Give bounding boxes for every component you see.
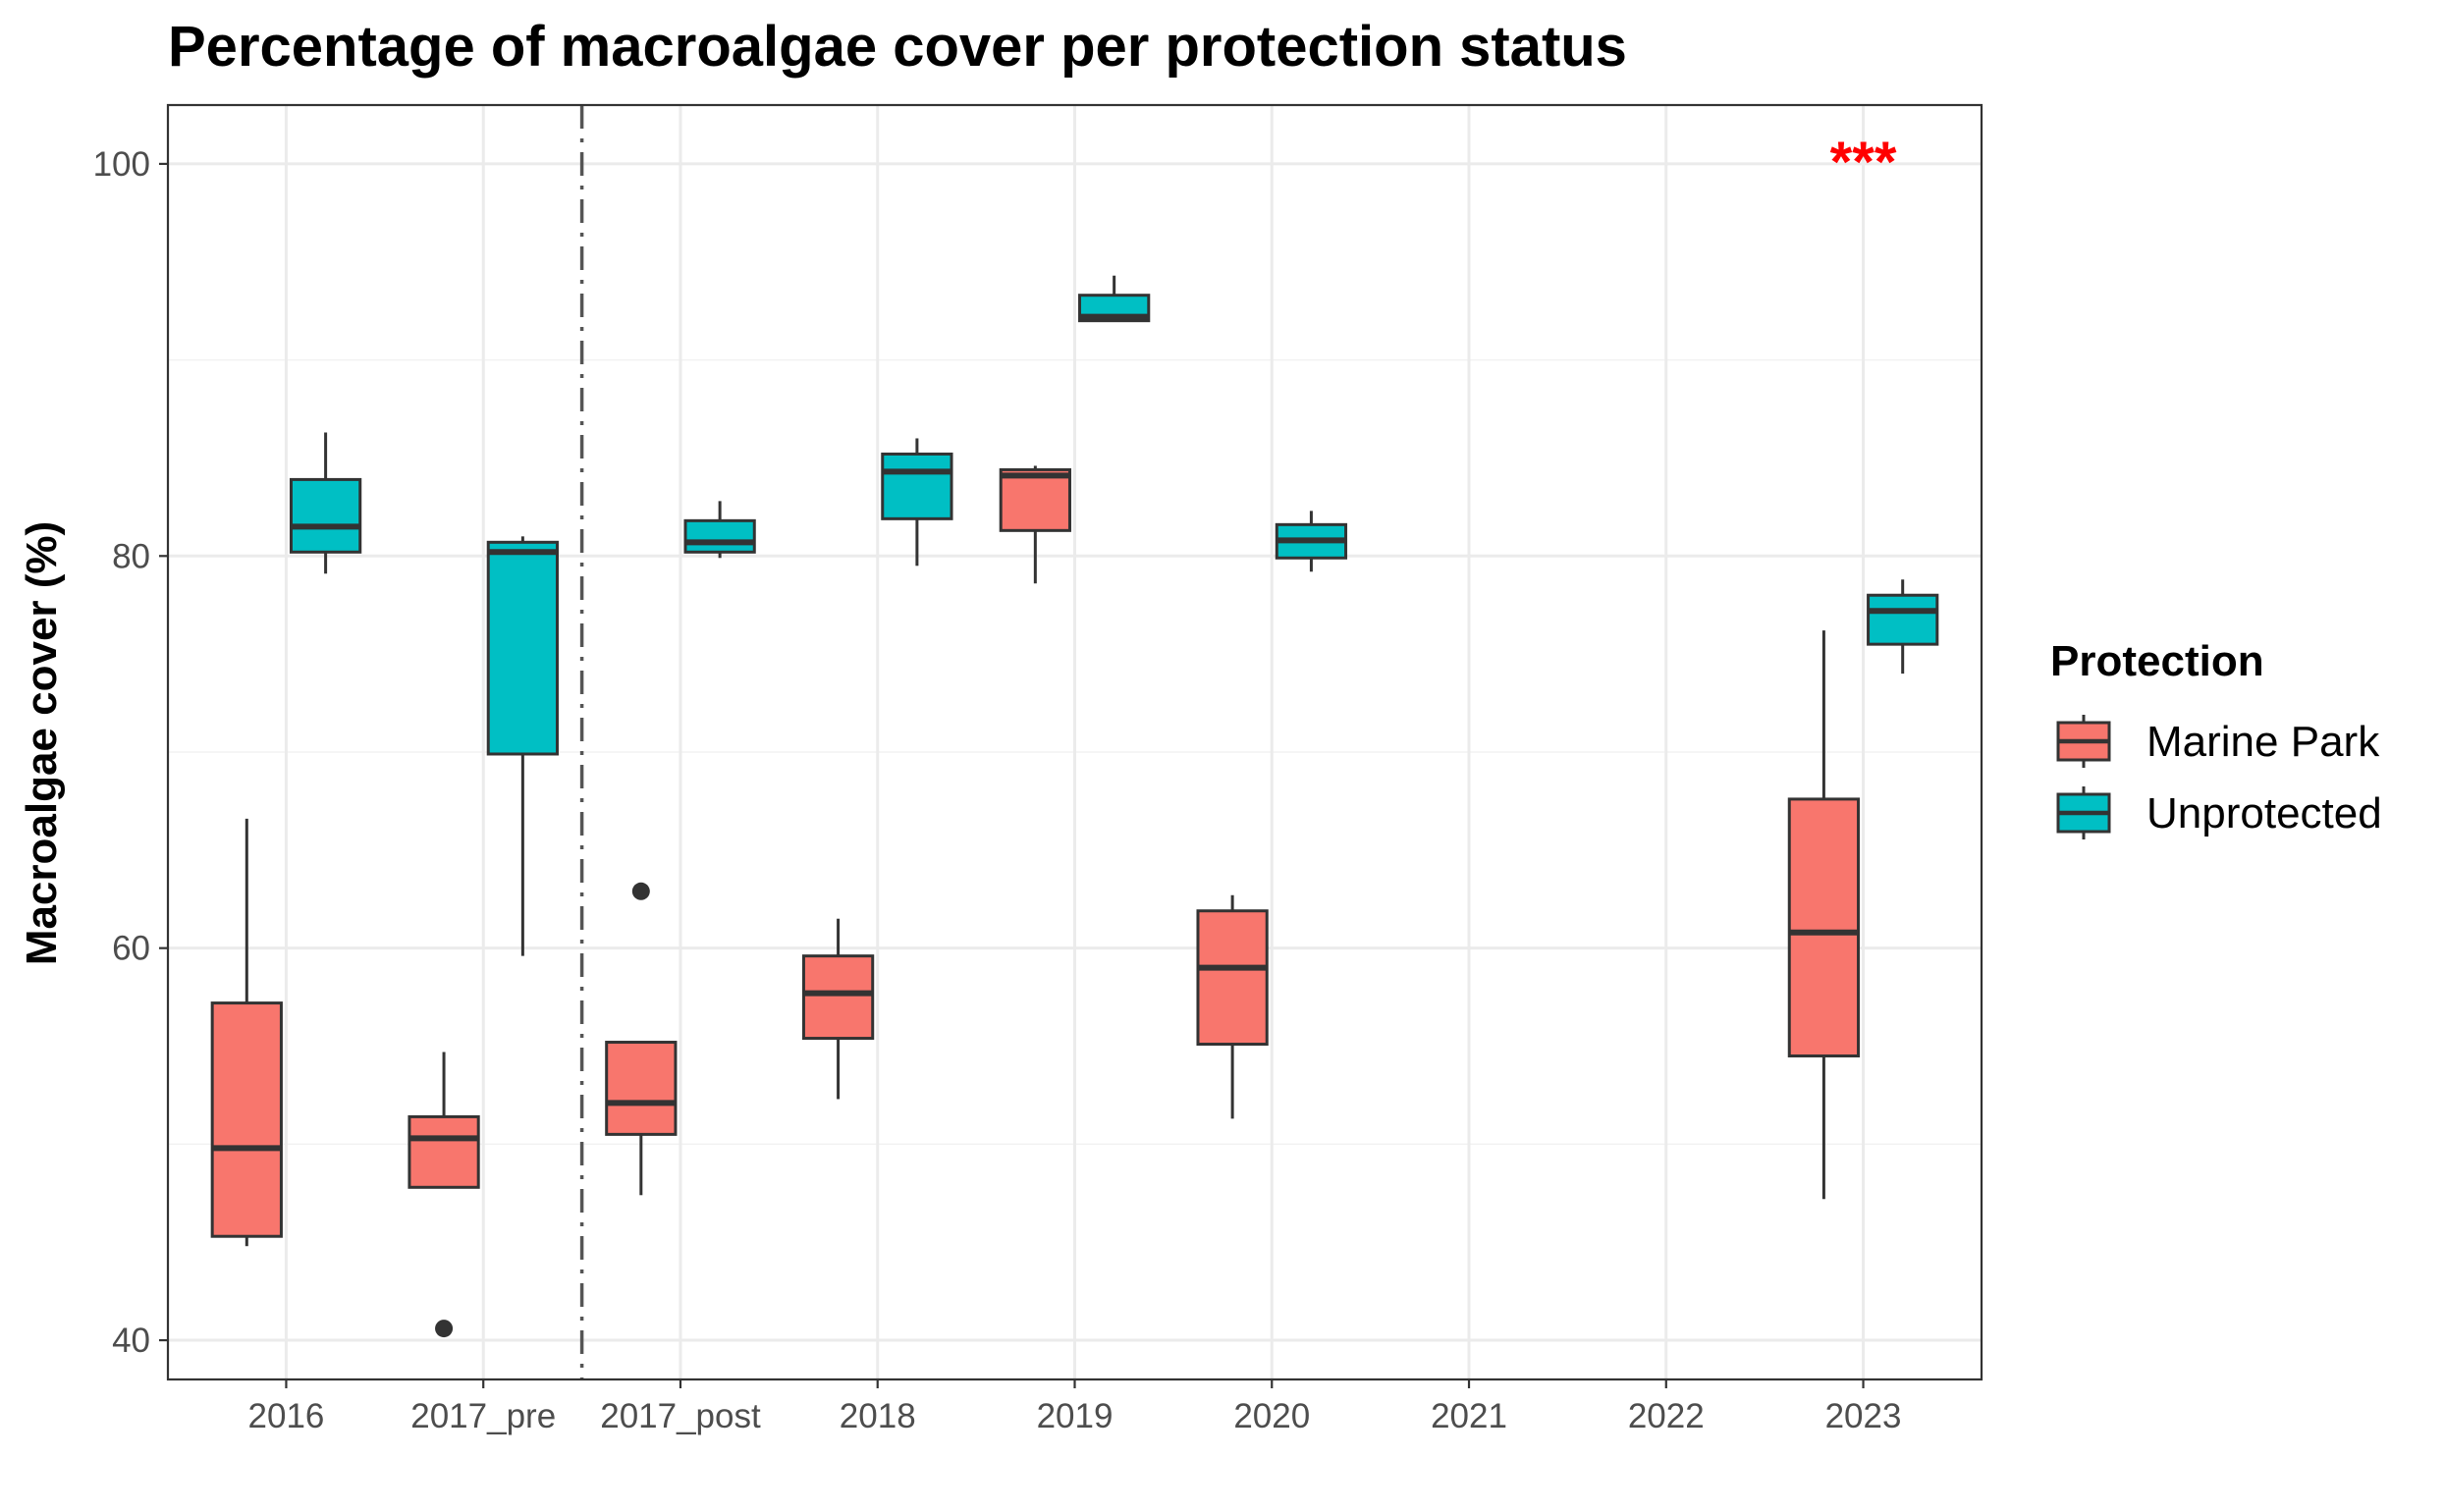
y-tick-label: 60 (112, 930, 150, 968)
x-tick-label: 2021 (1431, 1397, 1507, 1435)
x-tick-label: 2017_pre (410, 1397, 556, 1435)
iqr-box (683, 518, 756, 554)
x-tick-label: 2016 (248, 1397, 325, 1435)
iqr-box (1196, 909, 1269, 1047)
x-tick-label: 2017_post (600, 1397, 761, 1435)
boxplot-marine-park-2017_post (605, 882, 678, 1196)
boxplot-unprotected-2019 (1078, 275, 1151, 323)
outlier-point (631, 882, 650, 900)
x-axis: 2016 2017_pre 2017_post 2018 2019 2020 2021 202… (248, 1379, 1902, 1435)
boxplot-marine-park-2023 (1787, 630, 1861, 1200)
x-tick-label: 2019 (1037, 1397, 1114, 1435)
iqr-box (999, 467, 1071, 532)
legend-label: Unprotected (2146, 789, 2382, 837)
y-tick-label: 40 (112, 1322, 150, 1360)
iqr-box (881, 452, 953, 520)
y-tick-label: 80 (112, 537, 150, 575)
x-tick-label: 2020 (1233, 1397, 1310, 1435)
boxplot-unprotected-2018 (881, 438, 953, 567)
boxplot-unprotected-2023 (1867, 579, 1939, 675)
iqr-box (801, 954, 875, 1041)
outlier-point (435, 1320, 454, 1338)
iqr-box (605, 1041, 678, 1136)
x-tick-label: 2022 (1628, 1397, 1705, 1435)
iqr-box (289, 477, 362, 554)
boxplot-unprotected-2017_pre (486, 536, 560, 956)
boxplot-marine-park-2017_pre (408, 1052, 480, 1338)
iqr-box (408, 1114, 480, 1189)
x-tick-label: 2018 (840, 1397, 916, 1435)
legend-title: Protection (2050, 637, 2264, 685)
boxplot-unprotected-2017_post (683, 501, 756, 559)
legend-label: Marine Park (2146, 718, 2380, 766)
y-axis-label: Macroalgae cover (%) (18, 521, 66, 965)
legend: Protection Marine Park Unprotected (2050, 637, 2382, 839)
iqr-box (1867, 593, 1939, 646)
iqr-box (1787, 797, 1861, 1058)
legend-key-marine-park (2056, 715, 2111, 768)
boxplot-marine-park-2019 (999, 465, 1071, 584)
iqr-box (210, 1001, 283, 1238)
y-tick-label: 100 (93, 145, 150, 184)
iqr-box (486, 540, 560, 756)
boxplot-marine-park-2018 (801, 918, 875, 1100)
x-tick-label: 2023 (1825, 1397, 1902, 1435)
boxplot-unprotected-2020 (1275, 511, 1348, 572)
annotations: *** (1830, 131, 1897, 194)
grid (168, 105, 1982, 1379)
boxplot-marine-park-2016 (210, 818, 283, 1247)
y-axis: 40 60 80 100 (93, 145, 168, 1360)
boxplot-marine-park-2020 (1196, 894, 1269, 1119)
boxes (210, 275, 1939, 1338)
boxplot-unprotected-2016 (289, 432, 362, 574)
significance-annotation: *** (1830, 131, 1897, 194)
legend-key-unprotected (2056, 786, 2111, 839)
chart-title: Percentage of macroalgae cover per prote… (168, 15, 1627, 79)
